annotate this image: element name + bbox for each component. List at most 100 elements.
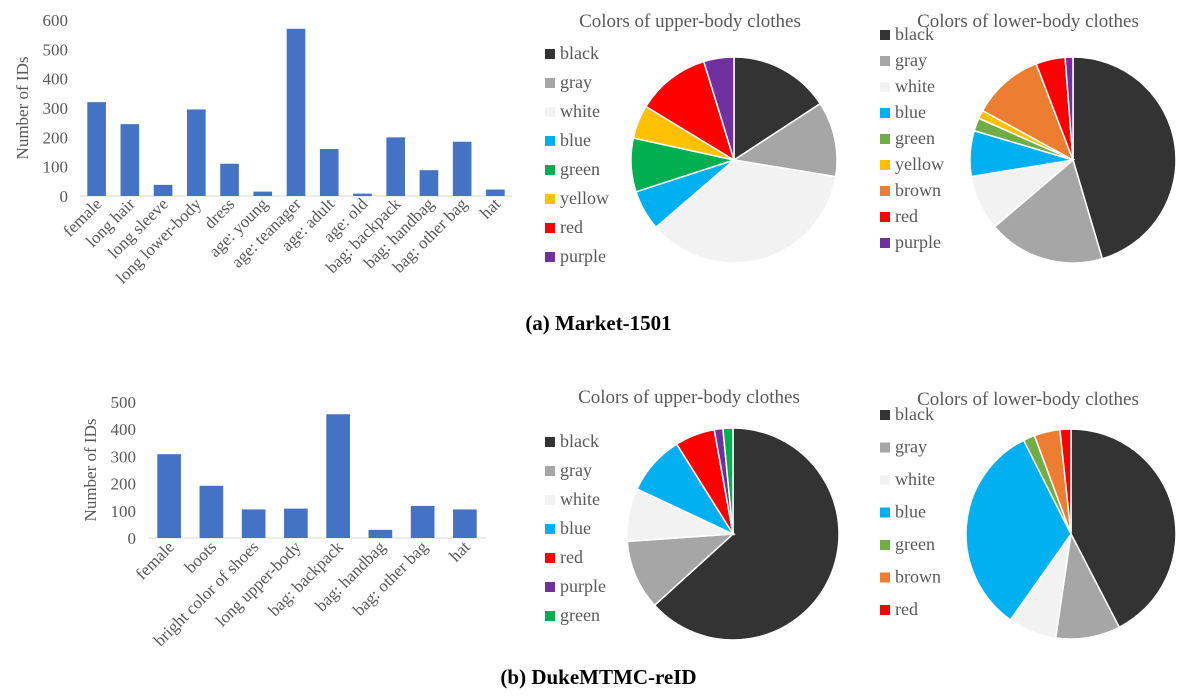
pie-slice (702, 56, 735, 161)
y-tick-label: 0 (128, 529, 137, 548)
bar (286, 28, 306, 196)
pie-slice (722, 427, 734, 535)
bar (157, 454, 181, 538)
bar (319, 149, 339, 196)
pie-slice (654, 159, 837, 264)
legend-swatch (545, 437, 555, 447)
legend-label: gray (895, 50, 927, 70)
legend-label: yellow (560, 188, 609, 208)
bar (284, 508, 308, 538)
legend-swatch (880, 540, 890, 550)
legend-label: blue (560, 518, 591, 538)
legend-label: red (560, 217, 583, 237)
bar (153, 184, 173, 196)
legend-swatch (880, 238, 890, 248)
pie-slice (1070, 428, 1177, 629)
y-tick-label: 300 (43, 99, 69, 118)
legend-label: black (560, 43, 599, 63)
bar (453, 509, 477, 538)
caption-dukemtmc: (b) DukeMTMC-reID (500, 665, 697, 689)
legend-label: gray (895, 437, 927, 457)
y-tick-label: 100 (43, 158, 69, 177)
legend-swatch (545, 49, 555, 59)
legend-label: green (895, 534, 935, 554)
legend-swatch (880, 212, 890, 222)
pie-slice (644, 60, 736, 162)
bar (419, 170, 439, 196)
bar (386, 137, 405, 196)
legend-swatch (880, 605, 890, 615)
pie-slice (981, 62, 1075, 162)
bar (452, 141, 472, 196)
legend-label: red (895, 599, 918, 619)
legend-swatch (545, 223, 555, 233)
legend-swatch (880, 82, 890, 92)
legend-swatch (880, 108, 890, 118)
legend-label: yellow (895, 154, 944, 174)
bar (486, 189, 505, 196)
caption-market1501: (a) Market-1501 (525, 311, 672, 335)
y-tick-label: 200 (43, 128, 69, 147)
legend-swatch (880, 507, 890, 518)
pie-title: Colors of upper-body clothes (579, 11, 801, 32)
legend-swatch (880, 442, 890, 453)
bar (241, 509, 266, 538)
bar (368, 529, 393, 538)
bar (120, 124, 140, 196)
y-tick-label: 400 (43, 70, 69, 89)
legend-label: green (560, 159, 600, 179)
legend-swatch (880, 410, 890, 420)
legend-swatch (880, 56, 890, 66)
legend-label: brown (895, 180, 941, 200)
legend-swatch (545, 611, 555, 621)
y-axis-label: Number of IDs (81, 419, 100, 522)
legend-label: green (895, 128, 935, 148)
legend-swatch (880, 134, 890, 144)
upper-pie-chart-1: Colors of upper-body clothes black gray whi… (545, 387, 840, 641)
legend-swatch (880, 30, 890, 40)
pie-slice (653, 427, 840, 641)
legend-label: brown (895, 567, 941, 587)
legend-label: purple (560, 576, 606, 596)
legend-swatch (545, 495, 555, 505)
legend-label: green (560, 605, 600, 625)
legend-label: gray (560, 72, 592, 92)
legend-swatch (545, 107, 555, 117)
legend-label: white (560, 101, 600, 121)
y-tick-label: 500 (111, 393, 137, 412)
legend-swatch (545, 553, 555, 563)
y-tick-label: 200 (111, 475, 137, 494)
x-tick-label: hat (446, 537, 474, 565)
legend-label: blue (895, 502, 926, 522)
bar (187, 109, 206, 196)
y-tick-label: 500 (43, 40, 69, 59)
legend-swatch (545, 524, 555, 534)
legend-label: white (895, 76, 935, 96)
x-tick-label: female (132, 537, 178, 583)
legend-swatch (545, 194, 555, 204)
legend-swatch (545, 582, 555, 592)
bar (87, 102, 106, 196)
legend-label: white (895, 469, 935, 489)
legend-label: red (560, 547, 583, 567)
pie-slice (731, 102, 838, 178)
pie-slice (1064, 56, 1074, 161)
legend-swatch (880, 475, 890, 485)
pie-slice (626, 533, 736, 607)
legend-swatch (545, 165, 555, 175)
legend-swatch (545, 136, 555, 146)
legend-label: purple (560, 246, 606, 266)
y-tick-label: 0 (60, 187, 69, 206)
bar (326, 414, 350, 538)
pie-title: Colors of lower-body clothes (917, 389, 1139, 410)
pie-slice (1059, 428, 1072, 535)
bar (199, 485, 224, 538)
pie-slice (733, 56, 822, 162)
bar (253, 191, 273, 196)
legend-label: white (560, 489, 600, 509)
